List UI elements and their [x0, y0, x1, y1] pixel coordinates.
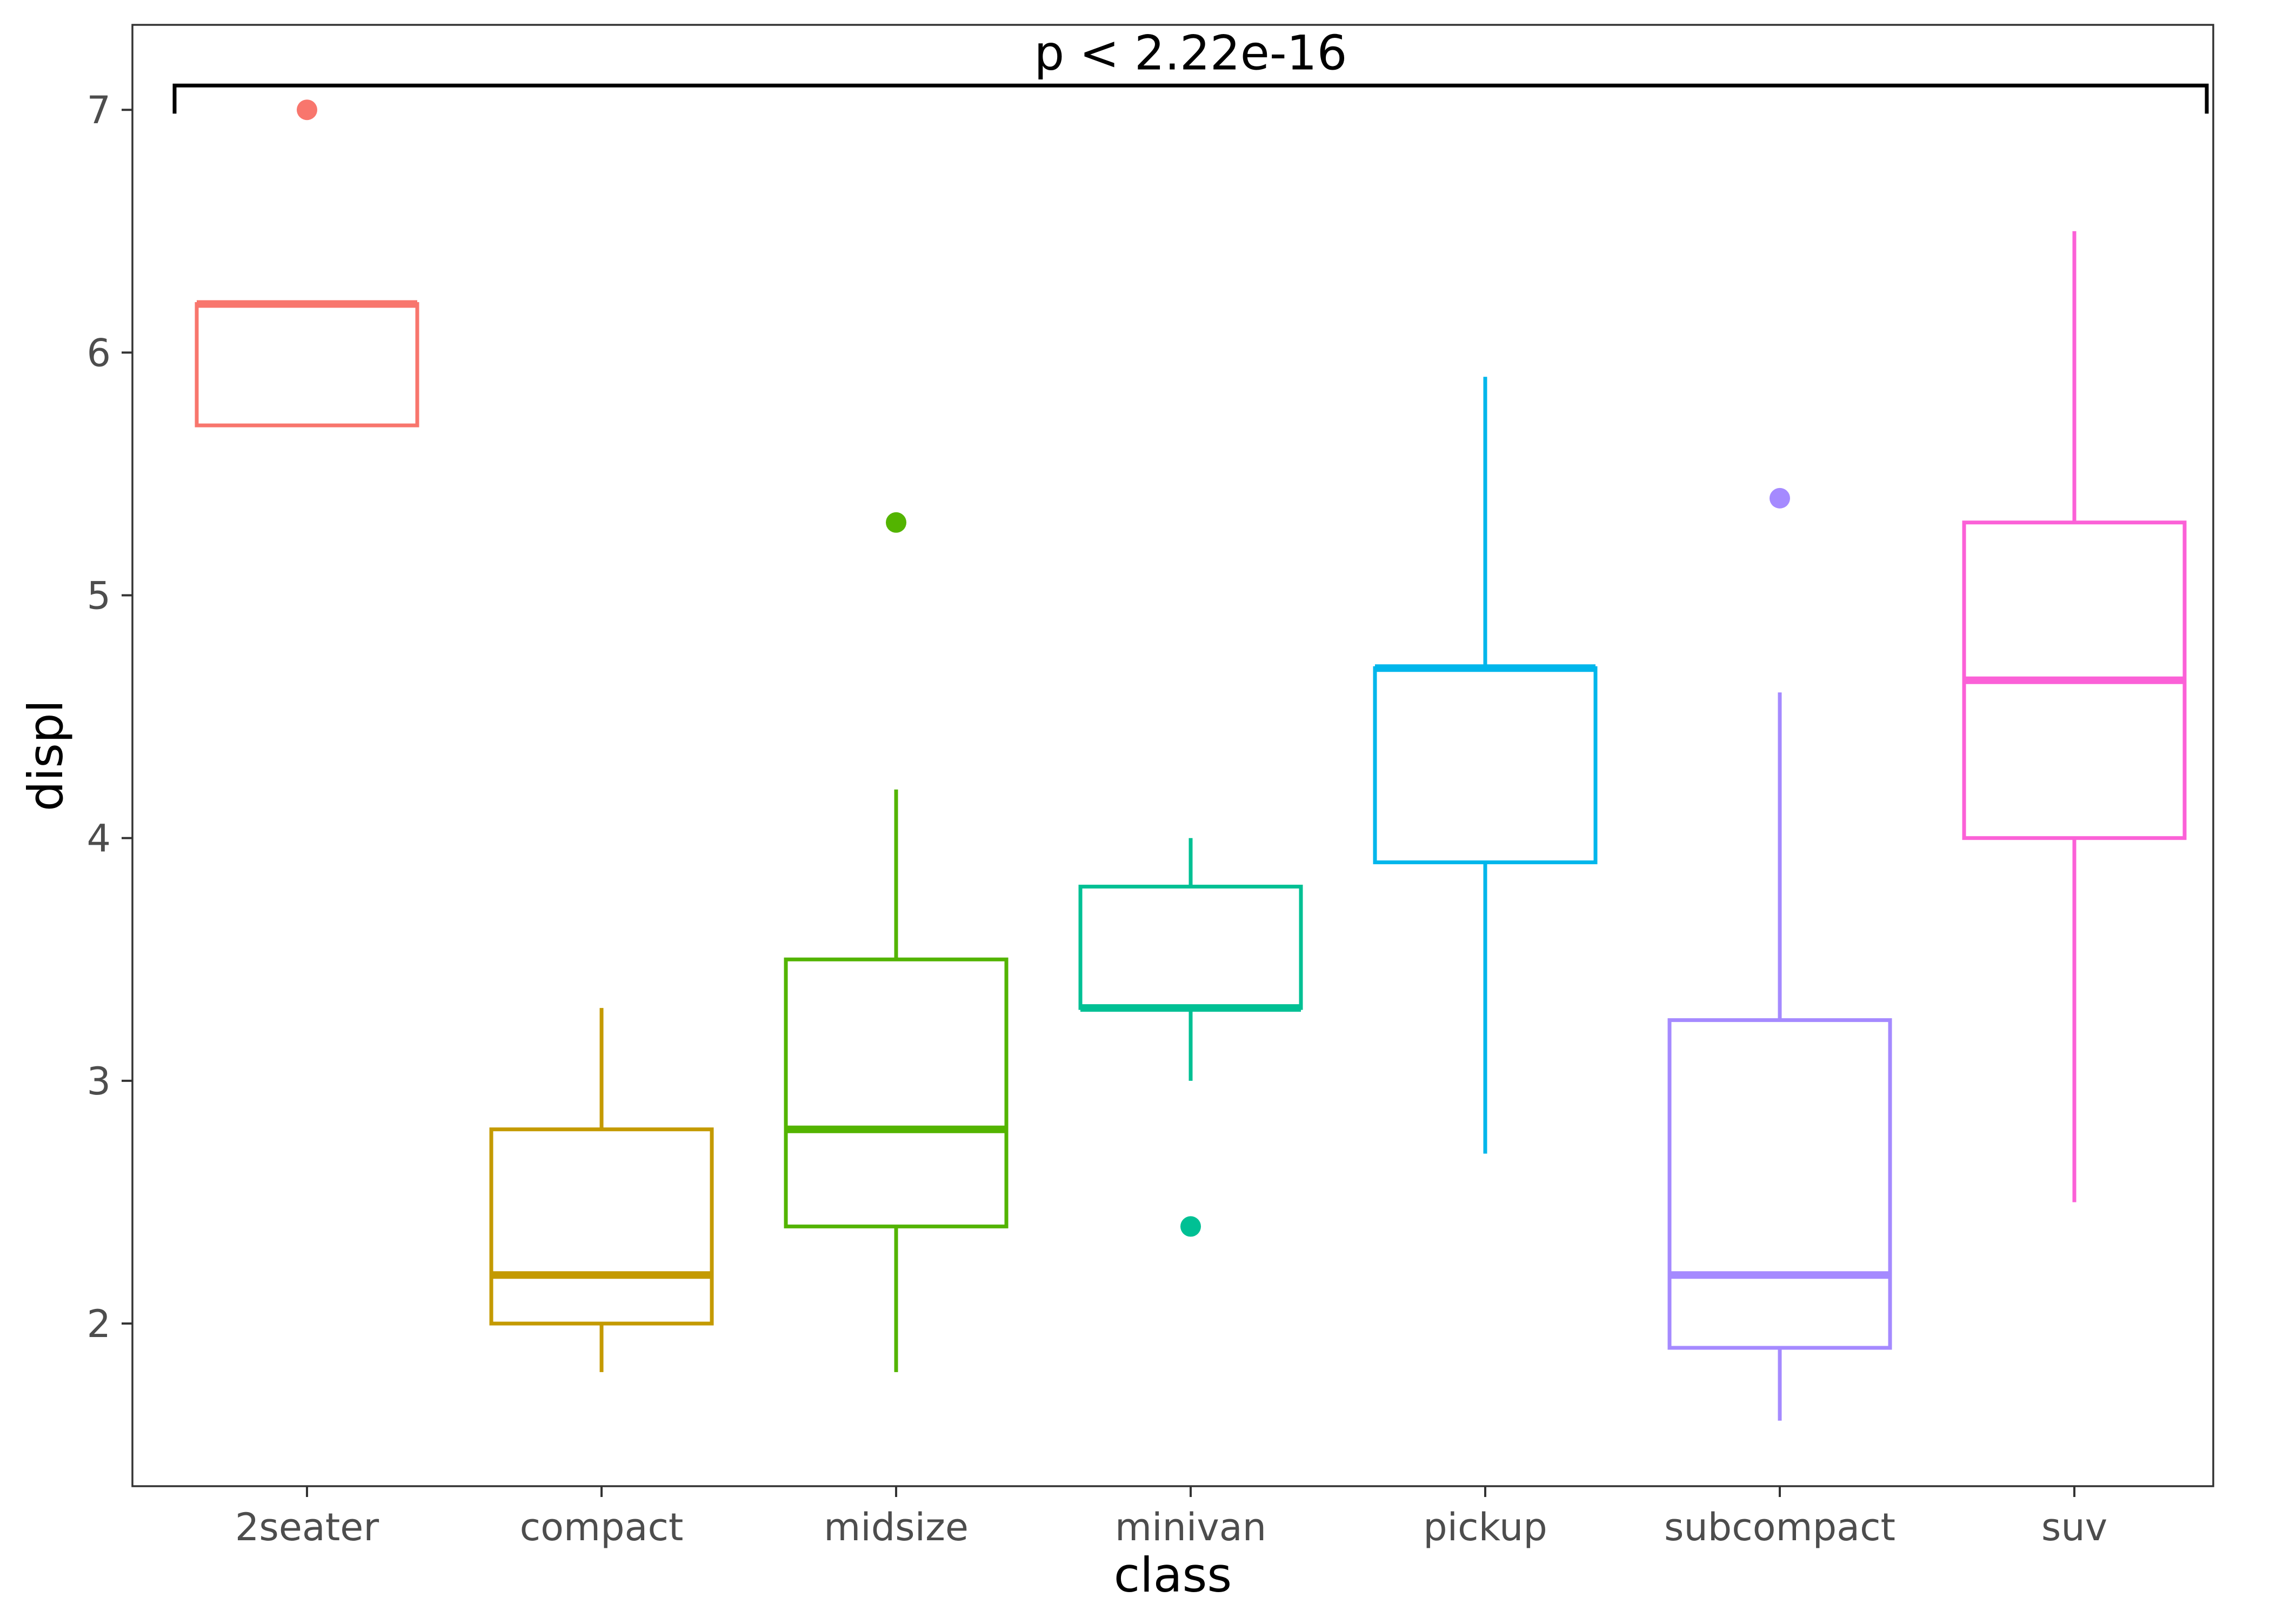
outlier-point [886, 512, 906, 533]
x-tick-label: 2seater [235, 1505, 379, 1549]
x-tick-label: pickup [1423, 1505, 1547, 1549]
y-tick-label: 3 [86, 1059, 111, 1104]
box-2seater [195, 99, 419, 427]
x-tick-label: midsize [824, 1505, 969, 1549]
x-tick-label: subcompact [1664, 1505, 1895, 1549]
y-axis-title: displ [18, 700, 74, 811]
iqr-box [1373, 666, 1598, 865]
outlier-point [1770, 487, 1790, 509]
plot-panel [131, 24, 2214, 1487]
x-axis: 2seater compact midsize minivan pickup subcom… [235, 1486, 2107, 1549]
iqr-box [195, 302, 419, 427]
p-value-label: p < 2.22e-16 [1034, 25, 1347, 81]
y-tick-label: 5 [86, 574, 111, 618]
significance-bracket [172, 83, 2209, 114]
box-subcompact [1667, 487, 1892, 1421]
box-pickup [1373, 377, 1598, 1154]
box-compact [489, 1008, 714, 1372]
x-tick-label: compact [520, 1505, 684, 1549]
iqr-box [1078, 885, 1303, 1010]
y-axis: 2 3 4 5 6 7 [86, 88, 132, 1346]
iqr-box [1667, 1018, 1892, 1350]
box-minivan [1078, 838, 1303, 1237]
x-tick-label: minivan [1115, 1505, 1266, 1549]
y-tick-label: 2 [86, 1302, 111, 1346]
annotation-layer: p < 2.22e-16 [172, 25, 2209, 114]
x-axis-title: class [1114, 1547, 1232, 1603]
box-suv [1962, 231, 2187, 1202]
box-midsize [784, 512, 1009, 1372]
x-tick-label: suv [2041, 1505, 2107, 1549]
outlier-point [1180, 1216, 1201, 1237]
iqr-box [784, 957, 1009, 1228]
iqr-box [489, 1127, 714, 1326]
y-tick-label: 6 [86, 331, 111, 375]
boxes-layer [195, 99, 2187, 1421]
outlier-point [297, 99, 317, 121]
y-tick-label: 4 [86, 817, 111, 861]
y-tick-label: 7 [86, 88, 111, 132]
